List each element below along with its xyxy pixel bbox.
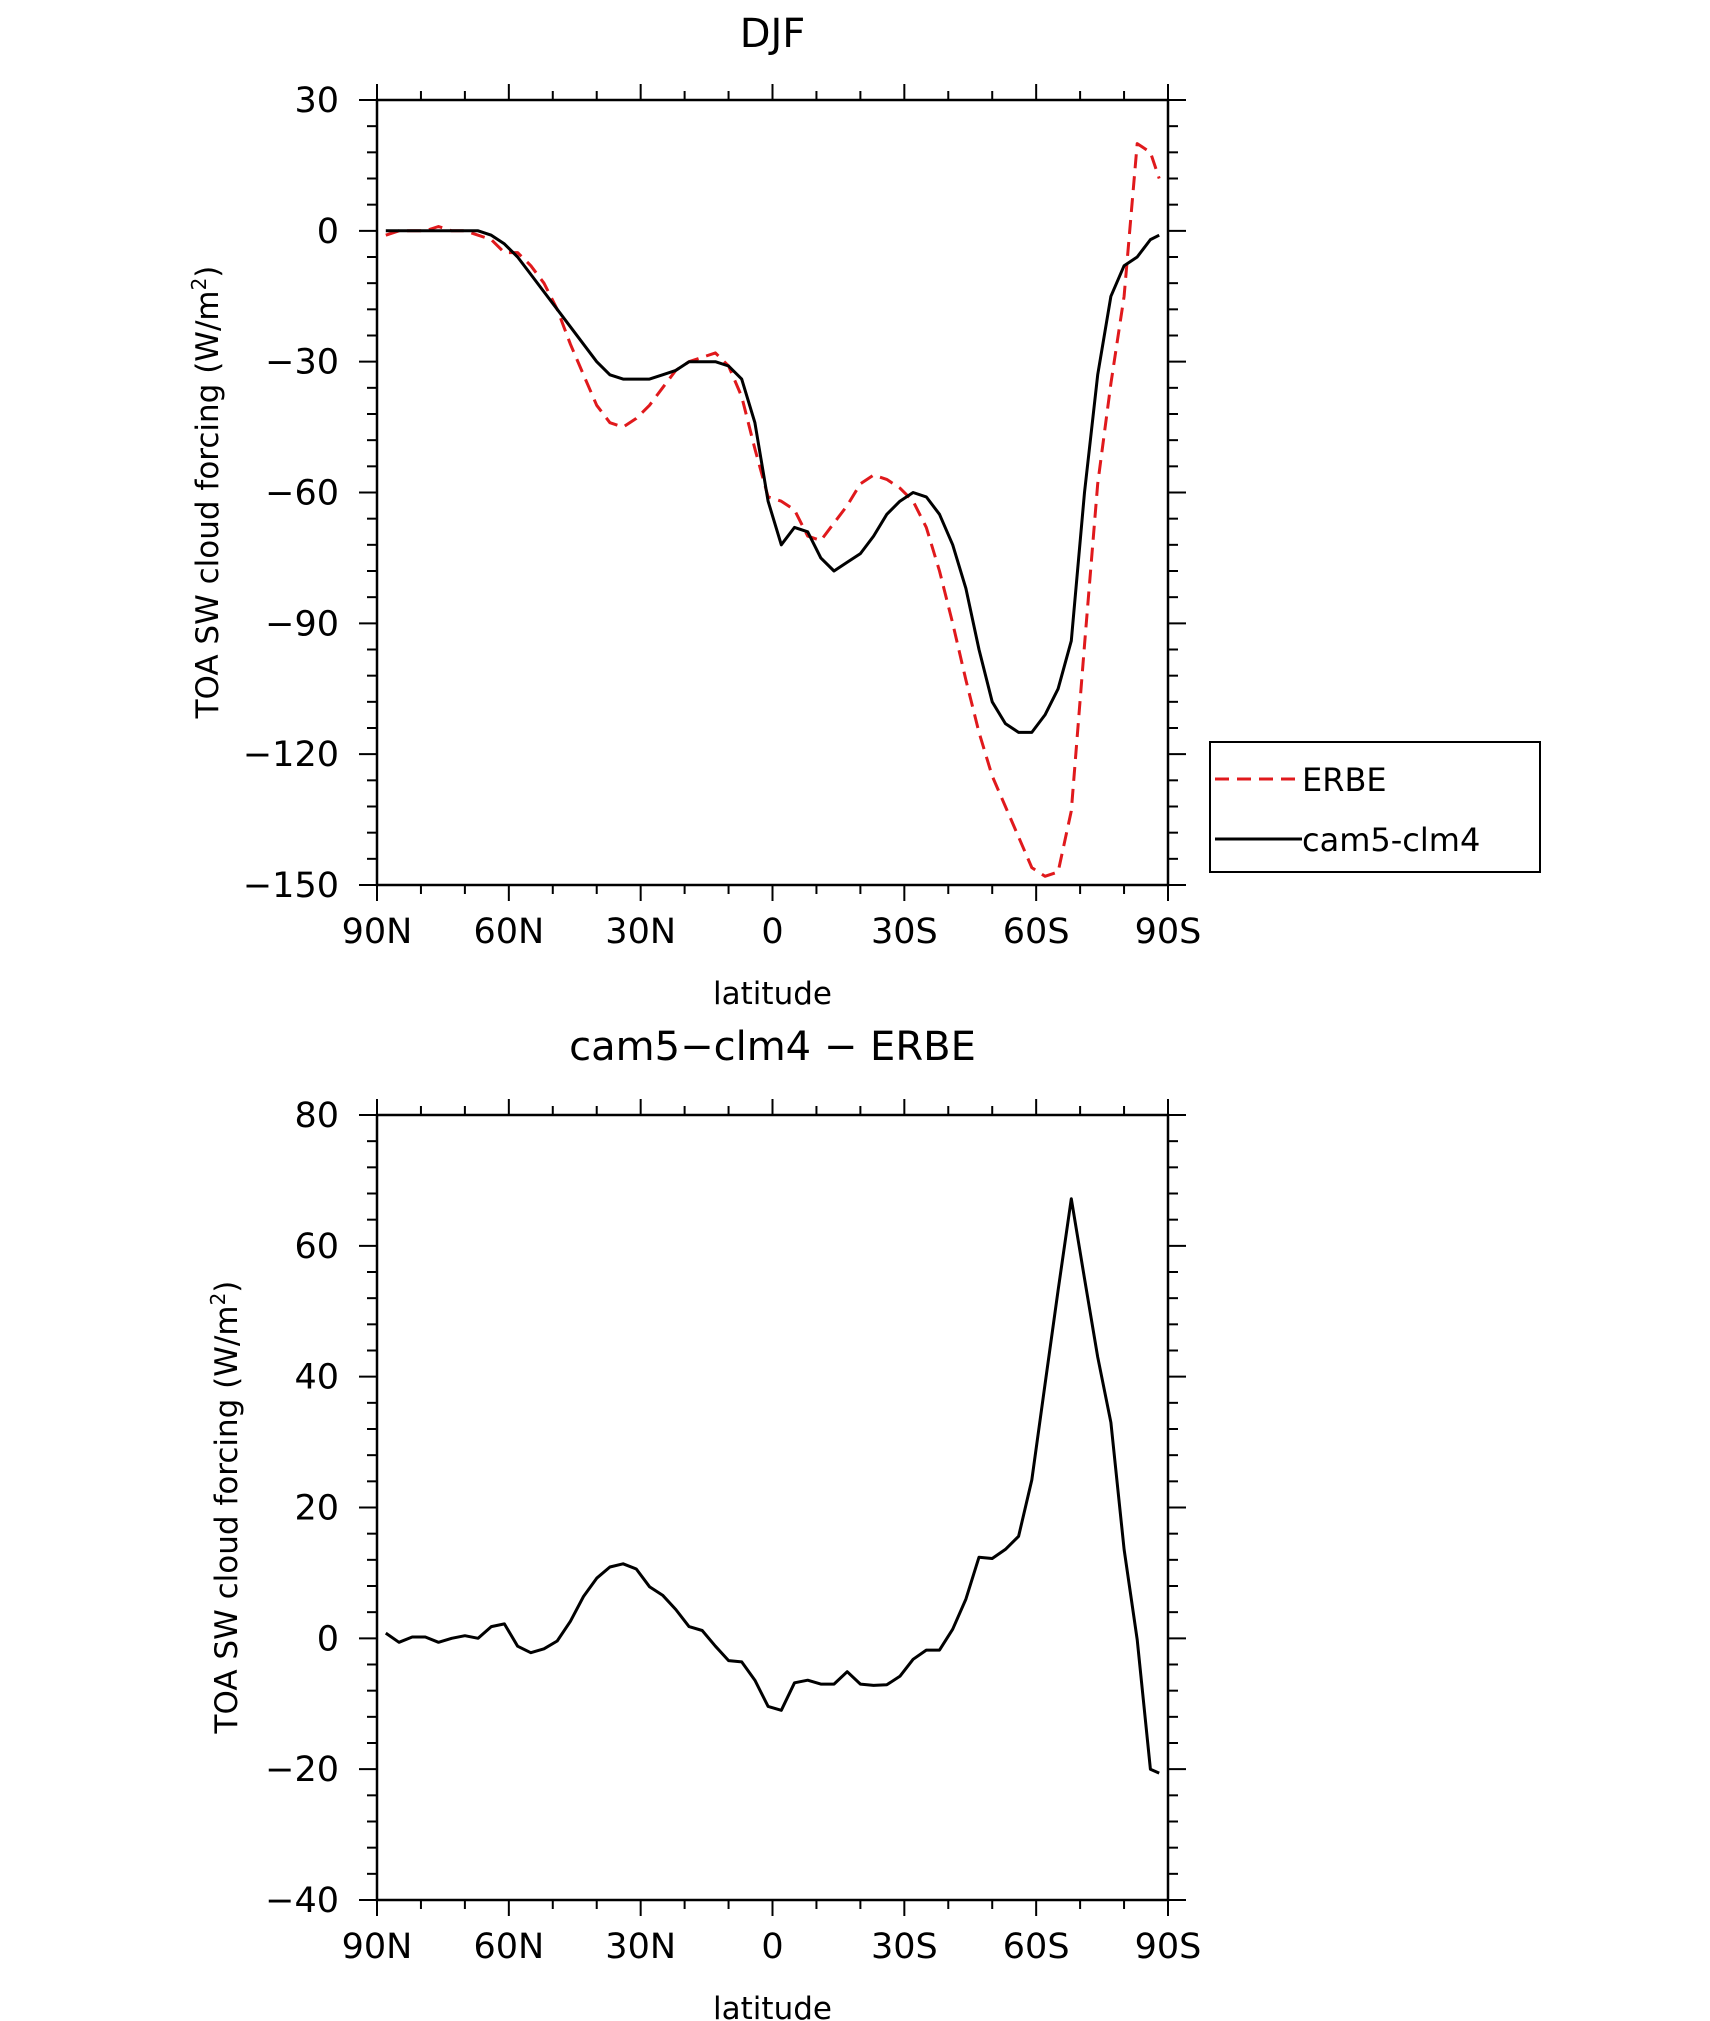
bottom-x-tick-label: 90N bbox=[342, 1927, 413, 1967]
bottom-x-tick-label: 90S bbox=[1135, 1927, 1202, 1967]
bottom-series-line-difference bbox=[384, 1197, 1160, 1775]
top-y-tick-label: 0 bbox=[317, 212, 339, 252]
top-x-tick-label: 30S bbox=[871, 912, 938, 952]
top-x-tick-label: 30N bbox=[605, 912, 676, 952]
top-plot-frame bbox=[375, 98, 1170, 887]
top-y-tick-label: −90 bbox=[265, 604, 339, 644]
top-series-line-erbe bbox=[385, 142, 1161, 878]
bottom-x-tick-label: 30S bbox=[871, 1927, 938, 1967]
top-series-line-cam5-clm4 bbox=[385, 229, 1160, 734]
top-chart-title: DJF bbox=[740, 11, 806, 57]
bottom-plot-frame bbox=[375, 1113, 1170, 1902]
bottom-y-tick-label: −20 bbox=[265, 1750, 339, 1790]
top-y-tick-label: −150 bbox=[243, 866, 339, 906]
top-y-axis-title-superscript: 2 bbox=[187, 278, 211, 291]
bottom-y-tick-label: 20 bbox=[294, 1489, 339, 1529]
top-y-axis-title-text: TOA SW cloud forcing (W/m bbox=[190, 290, 226, 719]
bottom-x-tick-label: 0 bbox=[761, 1927, 783, 1967]
legend: ERBE cam5-clm4 bbox=[1209, 741, 1541, 873]
legend-label-erbe: ERBE bbox=[1302, 761, 1387, 799]
bottom-y-axis-title-superscript: 2 bbox=[206, 1293, 230, 1306]
bottom-x-tick-label: 30N bbox=[605, 1927, 676, 1967]
bottom-y-tick-label: −40 bbox=[265, 1881, 339, 1921]
top-x-tick-label: 90N bbox=[342, 912, 413, 952]
bottom-chart-title: cam5−clm4 − ERBE bbox=[569, 1024, 976, 1070]
top-x-axis-title: latitude bbox=[713, 976, 832, 1012]
top-x-tick-label: 0 bbox=[761, 912, 783, 952]
legend-label-cam5-clm4: cam5-clm4 bbox=[1302, 821, 1480, 859]
bottom-x-tick-label: 60S bbox=[1003, 1927, 1070, 1967]
legend-box bbox=[1209, 741, 1541, 873]
top-x-tick-label: 90S bbox=[1135, 912, 1202, 952]
top-y-tick-label: −60 bbox=[265, 474, 339, 514]
bottom-y-axis-title: TOA SW cloud forcing (W/m2) bbox=[206, 1281, 245, 1735]
top-y-tick-label: −30 bbox=[265, 343, 339, 383]
top-x-tick-label: 60N bbox=[473, 912, 544, 952]
bottom-y-tick-label: 60 bbox=[294, 1227, 339, 1267]
top-panel: DJF 90N 60N 30N 0 30S 60S 90S 30 0 −30 −60 −90 −120 −1… bbox=[187, 11, 1541, 1012]
top-y-tick-label: 30 bbox=[294, 81, 339, 121]
bottom-panel: cam5−clm4 − ERBE 90N 60N 30N 0 30S 60S 90S 80 60 4… bbox=[206, 1024, 1201, 2021]
bottom-y-axis-title-text: TOA SW cloud forcing (W/m bbox=[209, 1305, 245, 1734]
bottom-x-tick-label: 60N bbox=[473, 1927, 544, 1967]
bottom-y-axis-title-close: ) bbox=[209, 1281, 245, 1293]
top-y-axis-title: TOA SW cloud forcing (W/m2) bbox=[187, 266, 226, 720]
top-x-tick-label: 60S bbox=[1003, 912, 1070, 952]
bottom-y-tick-label: 80 bbox=[294, 1096, 339, 1136]
top-y-tick-label: −120 bbox=[243, 735, 339, 775]
top-y-axis-title-close: ) bbox=[190, 266, 226, 278]
bottom-y-tick-label: 40 bbox=[294, 1358, 339, 1398]
bottom-y-tick-label: 0 bbox=[317, 1619, 339, 1659]
bottom-x-axis-title: latitude bbox=[713, 1991, 832, 2021]
